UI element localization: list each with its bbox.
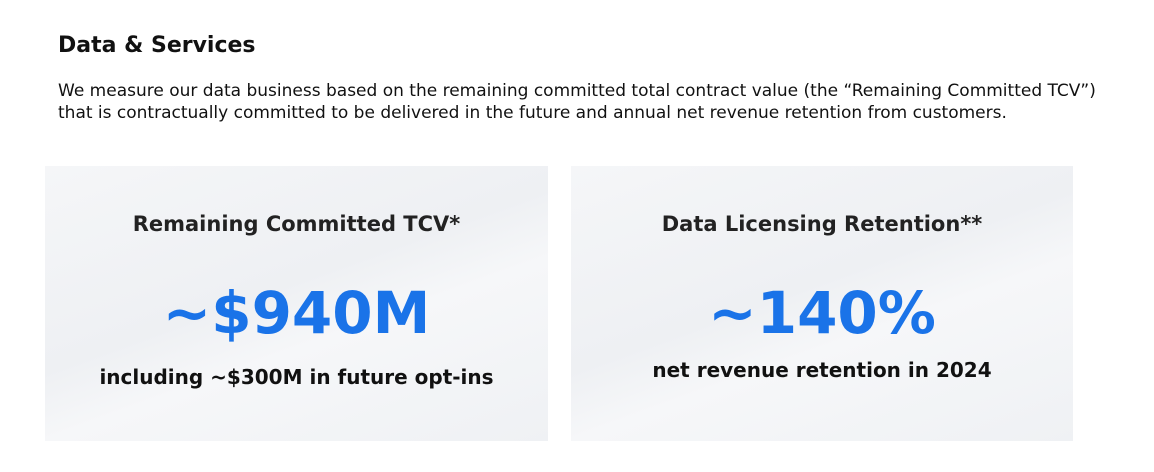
metric-card-title: Data Licensing Retention** <box>661 212 983 236</box>
metric-card-data-licensing-retention: Data Licensing Retention** ~140% net rev… <box>571 166 1073 441</box>
metric-card-subtitle: including ~$300M in future opt-ins <box>99 365 494 389</box>
section-description: We measure our data business based on th… <box>58 81 1096 123</box>
metric-card-remaining-tcv: Remaining Committed TCV* ~$940M includin… <box>45 166 548 441</box>
metric-card-value: ~$940M <box>162 279 431 347</box>
section-title: Data & Services <box>58 33 256 58</box>
metric-card-value: ~140% <box>708 279 936 347</box>
metric-card-subtitle: net revenue retention in 2024 <box>652 358 992 382</box>
metric-card-title: Remaining Committed TCV* <box>132 212 461 236</box>
